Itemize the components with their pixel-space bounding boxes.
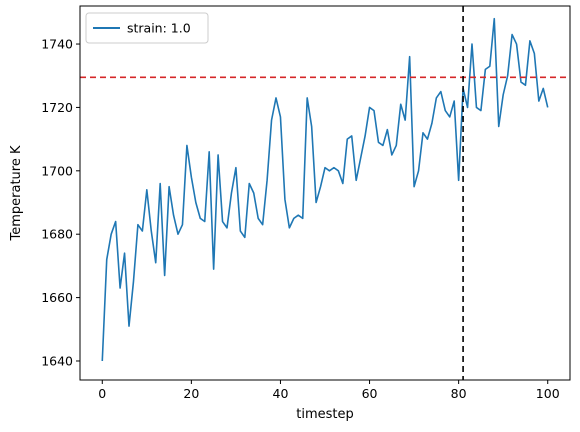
y-tick-label: 1700 xyxy=(41,163,73,178)
y-tick-label: 1640 xyxy=(41,353,73,368)
legend-box xyxy=(85,12,209,44)
y-axis-label: Temperature K xyxy=(9,145,24,241)
x-tick-label: 100 xyxy=(536,386,560,401)
x-axis-label: timestep xyxy=(296,407,354,422)
x-tick-label: 40 xyxy=(273,386,289,401)
y-tick-label: 1720 xyxy=(41,100,73,115)
series-line-0 xyxy=(101,17,549,362)
x-tick-label: 20 xyxy=(183,386,199,401)
y-tick-label: 1740 xyxy=(41,37,73,52)
legend-label: strain: 1.0 xyxy=(127,21,191,36)
x-tick-label: 80 xyxy=(451,386,467,401)
legend: strain: 1.0 xyxy=(85,12,209,44)
y-tick-label: 1660 xyxy=(41,290,73,305)
plot-layer xyxy=(80,6,570,380)
x-tick-label: 0 xyxy=(98,386,106,401)
x-tick-label: 60 xyxy=(362,386,378,401)
x-axis: 0 20 40 60 80 100 xyxy=(98,380,560,401)
plot-frame xyxy=(79,5,571,381)
y-axis: 1640 1660 1680 1700 1720 1740 xyxy=(41,37,80,368)
y-tick-label: 1680 xyxy=(41,227,73,242)
